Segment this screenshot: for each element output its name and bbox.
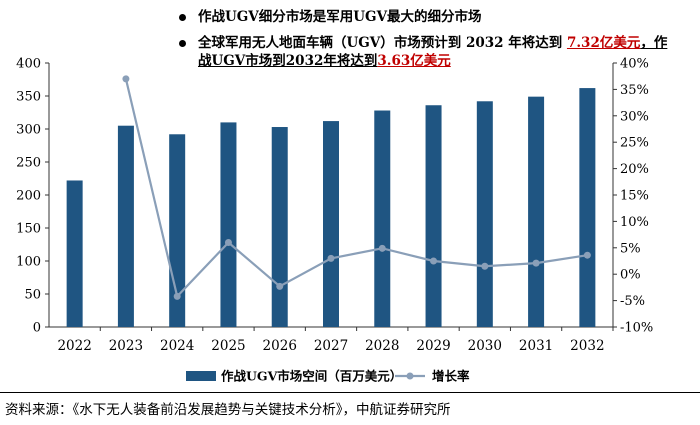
x-tick-label: 2022	[57, 338, 91, 354]
x-tick-label: 2031	[519, 338, 553, 354]
bar	[323, 121, 339, 327]
left-tick-label: 50	[24, 288, 41, 303]
chart: 0 50 100 150 200 250 300 350 400 -10% -5% 0% 5% 10% 15…	[16, 57, 653, 384]
growth-point	[532, 259, 540, 267]
bar	[476, 101, 493, 327]
growth-point	[481, 262, 489, 270]
bar	[117, 125, 134, 327]
left-tick-label: 150	[16, 222, 41, 237]
bar	[425, 105, 442, 328]
right-tick-label: 0%	[620, 268, 641, 283]
legend-line-label: 增长率	[432, 369, 470, 384]
callout-box: 作战UGV细分市场是军用UGV最大的细分市场 全球军用无人地面车辆（UGV）市场…	[176, 8, 676, 70]
left-tick-label: 300	[16, 123, 41, 138]
growth-point	[583, 251, 591, 259]
x-tick-label: 2032	[570, 338, 604, 354]
x-tick-label: 2024	[160, 338, 194, 354]
x-tick-label: 2030	[468, 338, 502, 354]
callout-value-total: 7.32亿美元	[566, 35, 641, 51]
x-tick-label: 2028	[365, 338, 399, 354]
callout-text-2b: ，作战UGV市场到2032年将达到	[198, 35, 668, 69]
legend-bar-label: 作战UGV市场空间（百万美元）	[221, 369, 402, 384]
bar	[66, 180, 83, 327]
growth-point	[122, 75, 130, 83]
right-tick-label: 10%	[620, 215, 649, 230]
right-tick-label: 20%	[620, 162, 649, 177]
left-tick-label: 250	[16, 156, 41, 171]
right-tick-label: 35%	[620, 83, 649, 98]
right-tick-label: 30%	[620, 109, 649, 124]
legend-bar-swatch	[186, 371, 216, 381]
bar	[579, 88, 596, 327]
callout-text-2a: 全球军用无人地面车辆（UGV）市场预计到 2032 年将达到	[198, 35, 567, 51]
bar	[220, 122, 237, 328]
growth-point	[224, 239, 232, 247]
right-tick-label: -5%	[620, 294, 645, 309]
right-tick-label: 15%	[620, 189, 649, 204]
left-tick-label: 100	[16, 255, 41, 270]
right-tick-label: -10%	[620, 321, 653, 336]
left-tick-label: 0	[33, 321, 41, 336]
x-tick-label: 2029	[416, 338, 450, 354]
bullet-dot-icon	[179, 14, 186, 21]
bar	[374, 110, 391, 328]
x-tick-label: 2023	[109, 338, 143, 354]
x-tick-label: 2027	[314, 338, 348, 354]
callout-line-2: 全球军用无人地面车辆（UGV）市场预计到 2032 年将达到 7.32亿美元，作…	[176, 34, 676, 70]
legend-line-marker	[406, 372, 414, 380]
callout-value-combat: 3.63亿美元	[377, 53, 451, 69]
growth-point	[430, 257, 438, 265]
x-tick-label: 2025	[211, 338, 245, 354]
growth-line	[124, 78, 588, 299]
divider	[0, 392, 700, 393]
left-tick-label: 350	[16, 90, 41, 105]
bar	[271, 127, 288, 328]
bullet-dot-icon	[179, 40, 186, 47]
right-tick-label: 5%	[620, 241, 641, 256]
growth-point	[276, 282, 284, 290]
growth-point	[327, 254, 335, 262]
right-tick-label: 25%	[620, 136, 649, 151]
right-tick-label: 40%	[620, 57, 649, 72]
callout-line-1: 作战UGV细分市场是军用UGV最大的细分市场	[176, 8, 676, 26]
growth-point	[378, 244, 386, 252]
callout-text-1: 作战UGV细分市场是军用UGV最大的细分市场	[198, 9, 482, 25]
left-tick-label: 400	[16, 57, 41, 72]
growth-point	[173, 292, 181, 300]
source-note: 资料来源：《水下无人装备前沿发展趋势与关键技术分析》，中航证券研究所	[5, 402, 451, 418]
bar	[528, 96, 545, 327]
left-tick-label: 200	[16, 189, 41, 204]
x-tick-label: 2026	[263, 338, 297, 354]
